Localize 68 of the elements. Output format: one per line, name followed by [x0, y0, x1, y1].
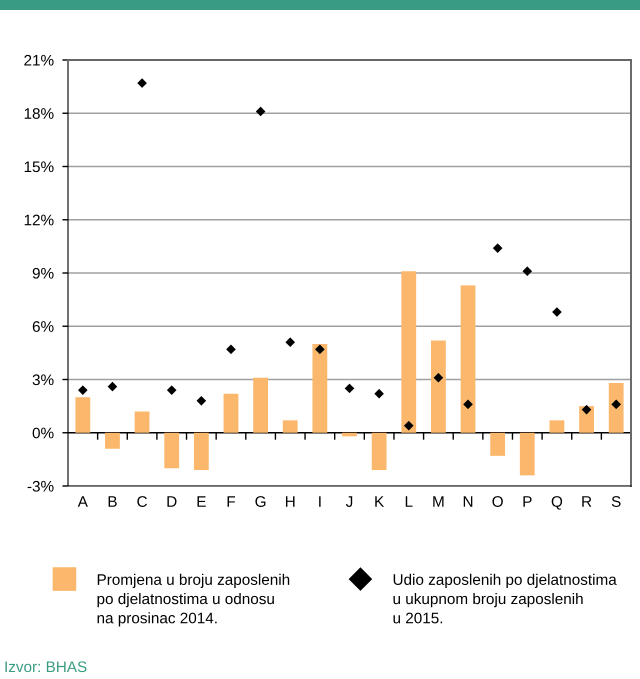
x-tick-label: I — [319, 496, 321, 507]
bar — [401, 271, 416, 433]
legend-label: Promjena u broju zaposlenih po djelatnostima u odnosu na prosinac 2014. — [98, 574, 290, 626]
bar — [372, 432, 387, 470]
bar — [608, 383, 624, 433]
point — [404, 420, 414, 430]
bar — [460, 285, 476, 433]
point — [463, 400, 473, 410]
text: Izvor: BHAS — [5, 661, 86, 672]
point — [108, 382, 118, 392]
bar — [342, 432, 357, 436]
x-tick-label: F — [228, 496, 236, 507]
x-tick-label: G — [255, 496, 266, 507]
x-tick-label: N — [464, 496, 472, 507]
point — [285, 337, 296, 348]
x-tick-label: O — [492, 496, 503, 507]
bar — [134, 411, 150, 433]
point — [522, 266, 532, 276]
bar — [312, 344, 328, 433]
y-tick-label: 21% — [24, 54, 54, 66]
point — [137, 78, 147, 88]
y-tick-label: -3% — [28, 480, 54, 492]
bar — [490, 432, 506, 456]
bar — [224, 394, 238, 433]
y-tick-label: 0% — [32, 428, 54, 438]
y-tick-label: 18% — [24, 108, 54, 119]
x-tick-label: Q — [552, 496, 562, 510]
x-tick-label: R — [582, 496, 592, 507]
x-tick-label: P — [523, 496, 532, 507]
legend-label: Udio zaposlenih po djelatnostima u ukupnom broju zaposlenih u 2015. — [394, 574, 617, 624]
x-tick-label: D — [167, 496, 176, 507]
point — [196, 396, 206, 406]
point — [256, 106, 266, 116]
point — [374, 388, 384, 399]
bar — [253, 378, 268, 433]
bar — [550, 420, 564, 433]
point — [582, 404, 592, 414]
bar — [520, 432, 535, 476]
x-tick-label: J — [346, 496, 352, 507]
point — [226, 344, 236, 354]
point — [492, 243, 502, 253]
bar — [194, 432, 209, 470]
x-tick-label: B — [108, 496, 117, 507]
bar — [282, 420, 298, 433]
bar — [430, 340, 446, 433]
point — [434, 372, 444, 383]
point — [552, 307, 562, 317]
y-tick-label: 6% — [32, 321, 54, 332]
y-tick-label: 12% — [24, 214, 54, 226]
x-tick-label: K — [375, 496, 384, 507]
bar — [105, 432, 120, 449]
x-tick-label: C — [137, 496, 148, 507]
bar — [75, 397, 90, 433]
bar — [164, 432, 180, 468]
y-tick-label: 3% — [32, 374, 54, 386]
point — [611, 400, 621, 410]
y-tick-label: 9% — [32, 268, 54, 279]
point — [344, 384, 354, 394]
point — [166, 385, 177, 395]
x-tick-label: L — [406, 496, 413, 507]
x-tick-label: A — [78, 496, 88, 507]
x-tick-label: E — [198, 496, 206, 507]
x-tick-label: M — [433, 496, 444, 507]
x-tick-label: H — [286, 496, 295, 507]
point — [315, 344, 325, 354]
y-tick-label: 15% — [24, 161, 54, 172]
x-tick-label: S — [612, 496, 621, 507]
point — [78, 385, 88, 395]
